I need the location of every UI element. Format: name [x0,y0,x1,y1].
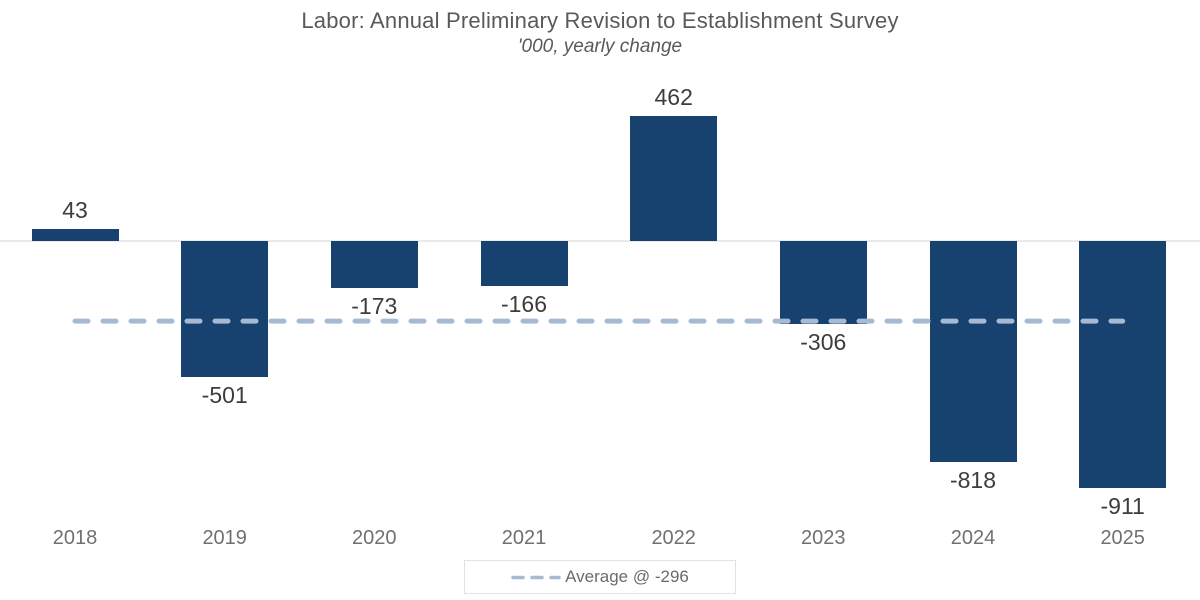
bar-2019 [181,241,269,377]
value-label-2021: -166 [500,290,548,317]
x-axis-label-2019: 2019 [202,527,247,549]
legend: Average @ -296 [464,560,736,594]
value-label-2022: 462 [654,83,693,110]
x-axis-label-2024: 2024 [950,527,996,549]
bar-2022 [630,115,718,241]
x-axis-label-2025: 2025 [1100,527,1145,549]
bar-2025 [1079,241,1167,488]
x-axis-label-2022: 2022 [651,527,696,549]
legend-dash-icon [511,575,561,579]
value-label-2018: 43 [62,197,88,224]
bar-2020 [330,241,418,288]
x-axis-label-2020: 2020 [352,527,397,549]
bar-2018 [31,229,119,241]
value-label-2024: -818 [949,467,997,494]
legend-label: Average @ -296 [565,567,689,586]
value-label-2023: -306 [800,328,847,355]
value-label-2025: -911 [1100,492,1145,519]
bar-2024 [929,241,1017,463]
x-axis-label-2021: 2021 [501,527,547,549]
zero-axis-line [0,240,1200,242]
value-label-2019: -501 [201,381,248,408]
x-axis-label-2018: 2018 [52,527,98,549]
value-label-2020: -173 [351,292,398,319]
x-axis-label-2023: 2023 [801,527,846,549]
chart-title: Labor: Annual Preliminary Revision to Es… [301,8,899,33]
chart-subtitle: '000, yearly change [517,36,683,57]
bar-2021 [480,241,568,286]
bar-2023 [779,241,867,324]
